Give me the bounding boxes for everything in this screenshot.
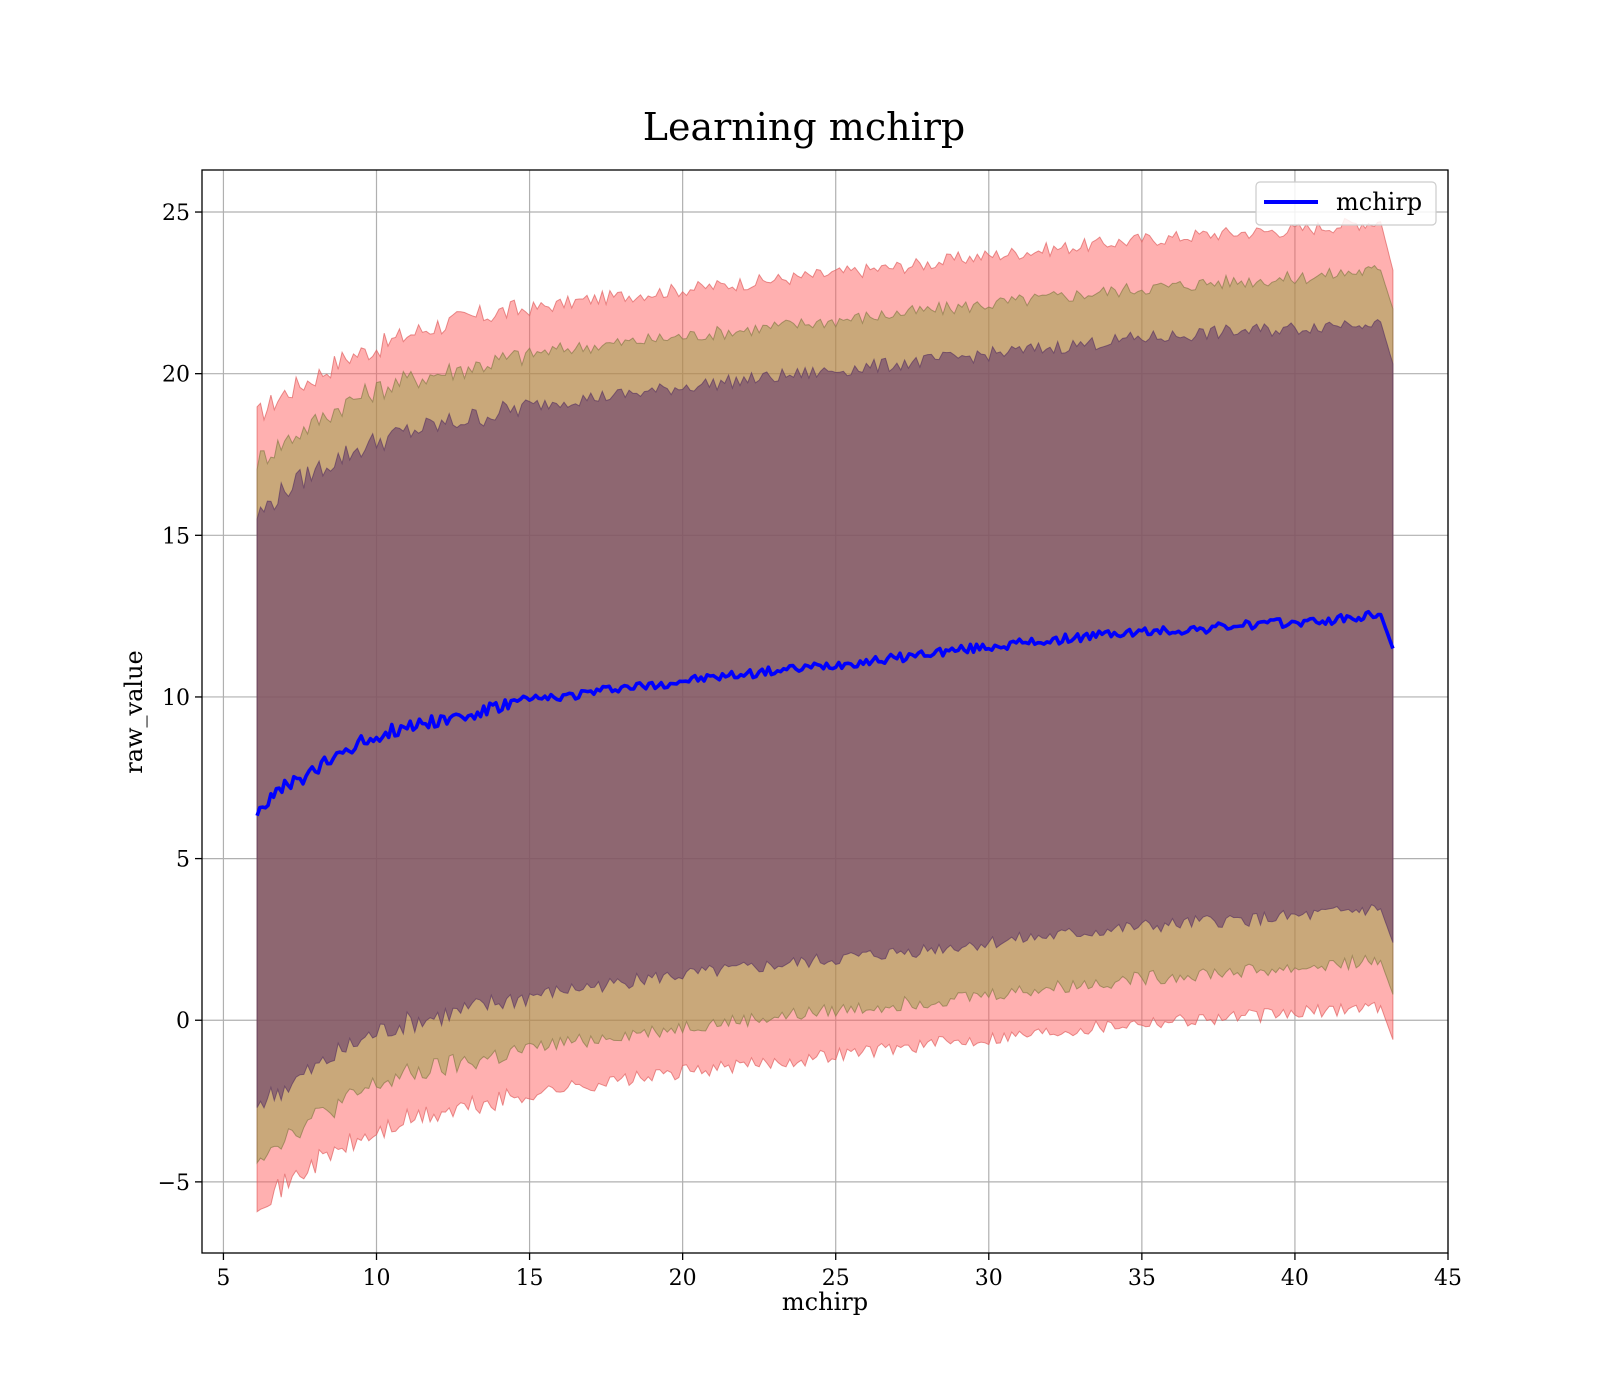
legend: mchirp — [1255, 181, 1437, 226]
series-line-mchirp — [255, 609, 1395, 817]
x-tick-label: 35 — [1128, 1266, 1156, 1291]
plot-frame — [201, 169, 1449, 1254]
x-tick-label: 10 — [363, 1266, 391, 1291]
band-inner — [256, 318, 1394, 1110]
x-axis-label: mchirp — [782, 1288, 868, 1316]
x-axis-ticks: 5 10 15 20 25 30 35 40 45 — [216, 1253, 1462, 1291]
x-tick-label: 20 — [669, 1266, 697, 1291]
x-tick-label: 25 — [822, 1266, 850, 1291]
x-tick-label: 30 — [975, 1266, 1003, 1291]
y-tick-label: −5 — [158, 1171, 190, 1196]
chart-title: Learning mchirp — [643, 105, 965, 149]
series-lines — [255, 609, 1395, 817]
y-axis-label: raw_value — [120, 650, 148, 774]
legend-frame — [1255, 181, 1437, 226]
confidence-bands — [256, 217, 1394, 1213]
y-tick-label: 10 — [162, 686, 190, 711]
y-axis-ticks: −5 0 5 10 15 20 25 — [158, 201, 202, 1196]
y-tick-label: 5 — [176, 848, 190, 873]
legend-label-mchirp: mchirp — [1336, 188, 1422, 216]
y-tick-label: 20 — [162, 363, 190, 388]
x-tick-label: 5 — [216, 1266, 230, 1291]
x-tick-label: 45 — [1434, 1266, 1462, 1291]
x-tick-label: 40 — [1281, 1266, 1309, 1291]
y-tick-label: 15 — [162, 524, 190, 549]
y-tick-label: 25 — [162, 201, 190, 226]
x-tick-label: 15 — [516, 1266, 544, 1291]
y-tick-label: 0 — [176, 1009, 190, 1034]
